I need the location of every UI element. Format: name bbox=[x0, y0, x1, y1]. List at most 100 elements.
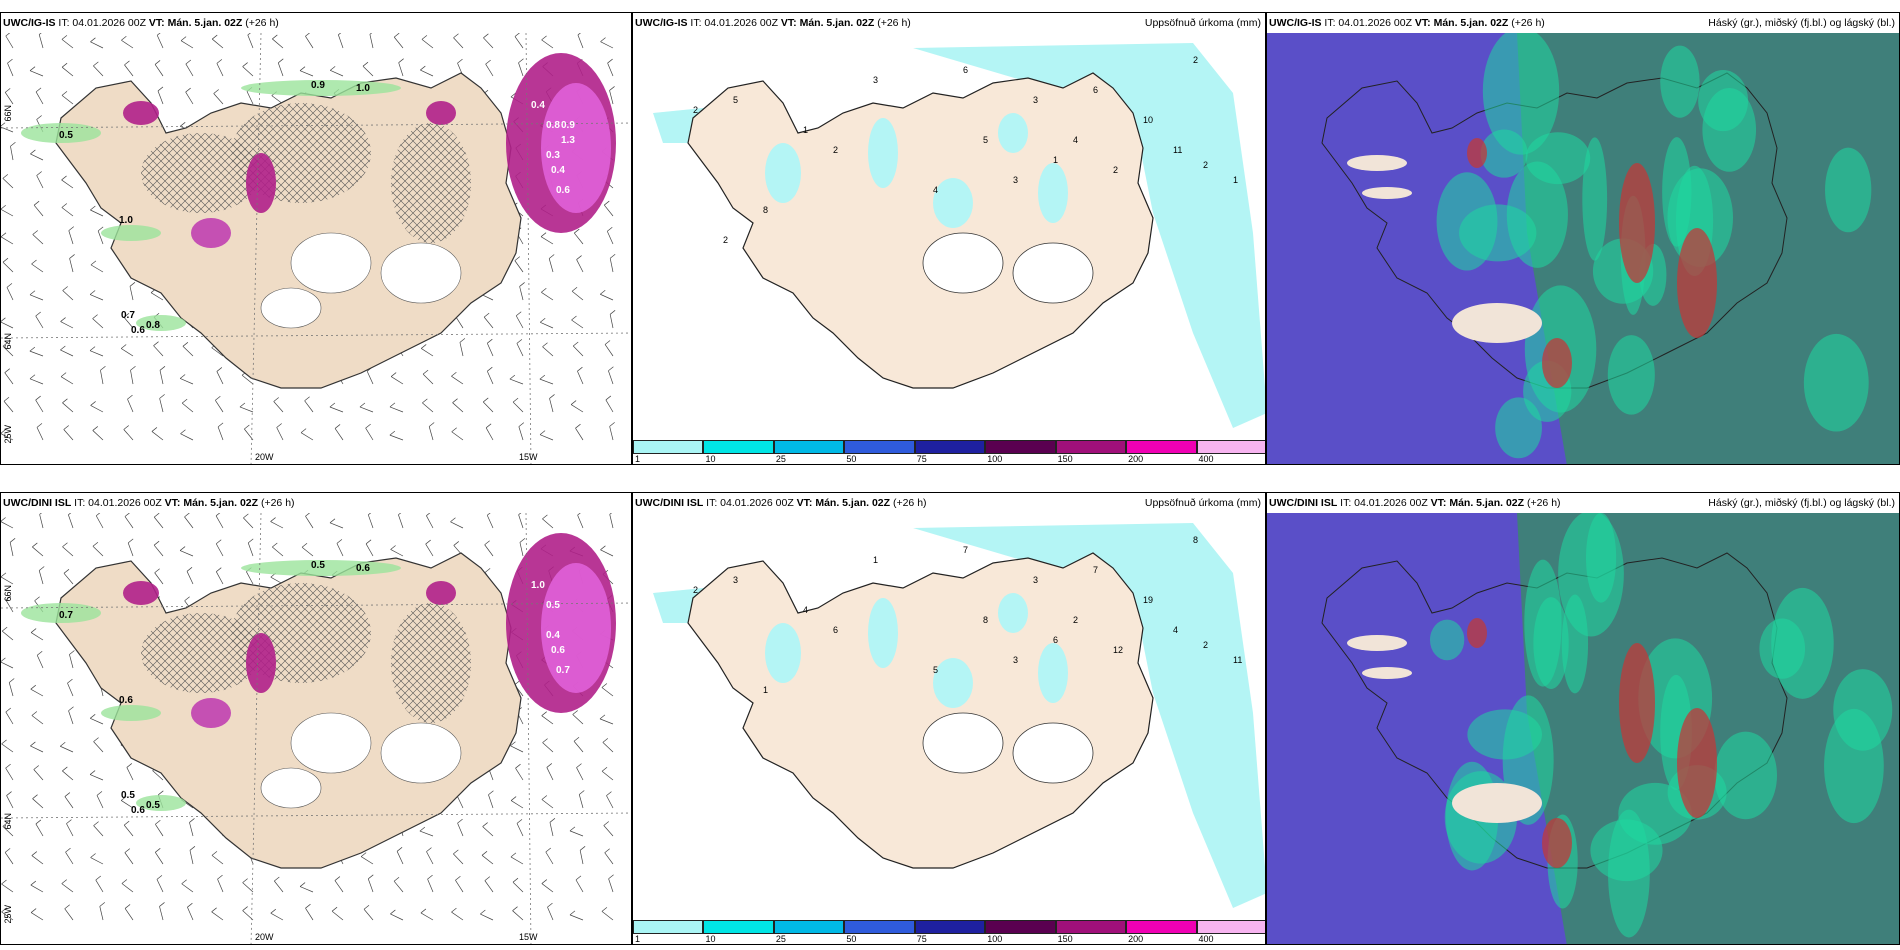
wind-barb-flag bbox=[179, 122, 186, 127]
valid-label: VT: bbox=[1414, 17, 1431, 29]
wind-barb bbox=[390, 549, 404, 557]
panel-header: UWC/IG-IS IT: 04.01.2026 00Z VT: Mán. 5.… bbox=[633, 13, 1265, 33]
wind-barb-flag bbox=[120, 344, 127, 349]
wind-barb-flag bbox=[155, 819, 161, 825]
cloud-map bbox=[1267, 513, 1899, 944]
wind-barb bbox=[1, 321, 14, 329]
wind-barb bbox=[30, 912, 44, 921]
wind-barb-flag bbox=[68, 706, 74, 712]
init-time: IT: 04.01.2026 00Z bbox=[690, 17, 778, 29]
wind-barb bbox=[63, 429, 74, 441]
wind-barb-flag bbox=[184, 513, 190, 518]
wind-barb bbox=[389, 406, 404, 413]
wind-barb-flag bbox=[120, 796, 127, 801]
lead-time: (+26 h) bbox=[892, 497, 927, 509]
wind-barb-flag bbox=[398, 58, 404, 63]
wind-value-label: 0.6 bbox=[131, 325, 145, 336]
wind-barb bbox=[390, 913, 404, 921]
wind-barb-flag bbox=[542, 738, 548, 743]
wind-barb bbox=[299, 886, 314, 893]
wind-barb bbox=[33, 204, 44, 217]
hatched-area bbox=[391, 123, 471, 243]
wind-barb bbox=[247, 542, 254, 557]
colorbar-swatch bbox=[844, 920, 915, 934]
wind-barb bbox=[2, 261, 14, 273]
wind-barb-flag bbox=[604, 200, 610, 206]
wind-barb bbox=[10, 146, 14, 161]
wind-barb-flag bbox=[66, 819, 72, 824]
wind-barb bbox=[124, 64, 134, 77]
wind-barb-flag bbox=[576, 763, 582, 768]
wind-barb-flag bbox=[67, 678, 73, 684]
wind-barb-flag bbox=[3, 396, 10, 402]
wind-barb-flag bbox=[512, 397, 519, 403]
wind-barb bbox=[601, 770, 614, 781]
lat-label-66n: 66N bbox=[3, 585, 13, 602]
wind-barb bbox=[150, 292, 164, 301]
wind-barb bbox=[577, 371, 584, 385]
wind-barb bbox=[242, 66, 254, 77]
wind-barb-flag bbox=[211, 907, 217, 913]
clear-area bbox=[1362, 187, 1412, 199]
wind-barb-flag bbox=[600, 289, 606, 295]
cloud-title: Háský (gr.), miðský (fj.bl.) og lágský (… bbox=[1708, 497, 1895, 509]
wind-value-label: 0.3 bbox=[546, 150, 560, 161]
wind-barb-flag bbox=[549, 818, 556, 823]
wind-barb-flag bbox=[211, 851, 218, 856]
wind-barb bbox=[66, 823, 74, 837]
wind-barb bbox=[95, 515, 104, 529]
wind-barb bbox=[606, 795, 614, 809]
wind-barb bbox=[99, 906, 104, 921]
precip-value-label: 7 bbox=[1093, 565, 1098, 575]
wind-barb-flag bbox=[155, 848, 161, 853]
wind-barb bbox=[571, 319, 584, 329]
wind-barb bbox=[100, 370, 104, 385]
wind-barb bbox=[157, 90, 164, 105]
wind-barb-flag bbox=[304, 396, 310, 402]
wind-barb-flag bbox=[331, 906, 338, 912]
wind-barb bbox=[61, 66, 74, 77]
wind-barb-flag bbox=[69, 650, 75, 655]
wind-barb-flag bbox=[90, 37, 96, 43]
wind-barb-flag bbox=[579, 846, 586, 851]
wind-barb bbox=[29, 350, 44, 357]
wind-barb-flag bbox=[187, 902, 193, 908]
precip-value-label: 1 bbox=[1053, 155, 1058, 165]
wind-barb bbox=[509, 378, 524, 385]
wind-barb bbox=[483, 401, 494, 413]
wind-barb-flag bbox=[10, 141, 16, 147]
wind-barb-flag bbox=[278, 58, 284, 64]
wind-barb-flag bbox=[179, 374, 186, 379]
wind-barb bbox=[93, 65, 104, 77]
wind-barb bbox=[486, 343, 494, 357]
precip-value-label: 2 bbox=[723, 235, 728, 245]
wind-barb-flag bbox=[608, 366, 614, 372]
high-cloud-cell bbox=[1619, 163, 1655, 283]
wind-barb bbox=[154, 64, 164, 77]
wind-barb bbox=[90, 405, 104, 413]
wind-barb bbox=[272, 38, 284, 49]
wind-barb bbox=[30, 632, 44, 641]
wind-barb bbox=[273, 401, 284, 413]
wind-barb bbox=[600, 549, 614, 557]
iceland-landmass bbox=[687, 552, 1154, 869]
wind-barb bbox=[92, 430, 104, 441]
wind-barb-flag bbox=[546, 763, 553, 768]
wind-barb bbox=[35, 315, 44, 329]
wind-barb bbox=[30, 884, 44, 893]
precip-area bbox=[998, 113, 1028, 153]
graticule-line bbox=[1, 602, 631, 609]
wind-barb bbox=[334, 880, 344, 893]
wind-barb bbox=[67, 683, 74, 697]
wind-barb bbox=[542, 346, 554, 357]
wind-barb-flag bbox=[577, 366, 583, 372]
wind-barb bbox=[215, 400, 224, 413]
precip-blob bbox=[191, 218, 231, 248]
wind-barb-flag bbox=[606, 791, 612, 796]
valid-label: VT: bbox=[164, 497, 181, 509]
wind-barb-flag bbox=[35, 395, 41, 401]
wind-barb-flag bbox=[153, 341, 159, 346]
lead-time: (+26 h) bbox=[260, 497, 295, 509]
wind-barb-flag bbox=[574, 228, 580, 234]
glacier-outline bbox=[922, 232, 1004, 294]
